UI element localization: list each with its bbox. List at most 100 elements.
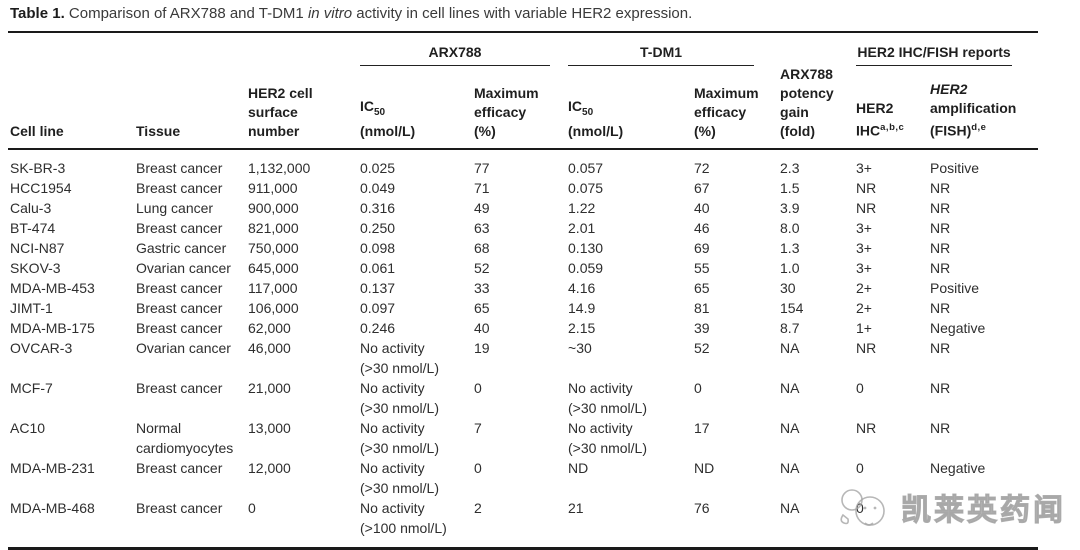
cell-her2-number: 1,132,000 (248, 160, 311, 176)
table-caption: Table 1. Comparison of ARX788 and T-DM1 … (10, 4, 1010, 24)
table-row: MDA-MB-231 Breast cancer 12,000 No activity… (8, 458, 1038, 498)
cell-arx788-max-efficacy: 49 (474, 200, 490, 216)
cell-her2-fish: Positive (930, 160, 980, 176)
cell-tissue: Breast cancer (136, 220, 223, 236)
cell-cell-line: MDA-MB-231 (10, 460, 95, 476)
table-header: Cell line Tissue HER2 cell surface numbe… (8, 32, 1039, 149)
column-header-tdm1-max-efficacy: Maximum efficacy (%) (694, 85, 759, 139)
cell-cell-line: MCF-7 (10, 380, 53, 396)
cell-arx788-ic50: 0.025 (360, 160, 396, 176)
cell-her2-ihc: 2+ (856, 280, 872, 296)
cell-arx788-max-efficacy: 71 (474, 180, 490, 196)
cell-tdm1-max-efficacy: 65 (694, 280, 710, 296)
cell-cell-line: OVCAR-3 (10, 340, 73, 356)
cell-her2-ihc: 0 (856, 460, 864, 476)
cell-tissue: Normal cardiomyocytes (136, 420, 234, 456)
cell-her2-ihc: 3+ (856, 220, 872, 236)
cell-potency-gain: NA (780, 380, 800, 396)
cell-potency-gain: 1.0 (780, 260, 800, 276)
cell-arx788-ic50: No activity (>30 nmol/L) (360, 380, 439, 416)
cell-arx788-ic50: No activity (>30 nmol/L) (360, 340, 439, 376)
cell-her2-fish: NR (930, 220, 951, 236)
cell-tdm1-ic50: 14.9 (568, 300, 596, 316)
cell-her2-number: 821,000 (248, 220, 299, 236)
cell-tdm1-ic50: 0.059 (568, 260, 604, 276)
cell-arx788-ic50: 0.137 (360, 280, 396, 296)
cell-her2-ihc: 0 (856, 380, 864, 396)
cell-arx788-ic50: 0.316 (360, 200, 396, 216)
table-row: MDA-MB-175 Breast cancer 62,000 0.246 40 2.15… (8, 318, 1038, 338)
cell-arx788-max-efficacy: 33 (474, 280, 490, 296)
cell-arx788-ic50: No activity (>30 nmol/L) (360, 420, 439, 456)
comparison-table: Cell line Tissue HER2 cell surface numbe… (8, 31, 1039, 550)
cell-potency-gain: NA (780, 340, 800, 356)
table-row: SK-BR-3 Breast cancer 1,132,000 0.025 77 0.05… (8, 149, 1038, 178)
cell-tdm1-max-efficacy: 0 (694, 380, 702, 396)
cell-arx788-ic50: 0.061 (360, 260, 396, 276)
cell-cell-line: MDA-MB-453 (10, 280, 95, 296)
cell-tdm1-max-efficacy: 81 (694, 300, 710, 316)
table-row: JIMT-1 Breast cancer 106,000 0.097 65 14.9 81 1… (8, 298, 1038, 318)
table-row: MCF-7 Breast cancer 21,000 No activity (>30… (8, 378, 1038, 418)
cell-arx788-max-efficacy: 68 (474, 240, 490, 256)
cell-her2-number: 645,000 (248, 260, 299, 276)
cell-her2-fish: NR (930, 200, 951, 216)
cell-tissue: Breast cancer (136, 280, 223, 296)
cell-potency-gain: 1.5 (780, 180, 800, 196)
cell-her2-number: 13,000 (248, 420, 291, 436)
cell-her2-fish: NR (930, 300, 951, 316)
cell-arx788-max-efficacy: 19 (474, 340, 490, 356)
cell-tdm1-ic50: ND (568, 460, 589, 476)
table-row: MDA-MB-453 Breast cancer 117,000 0.137 33 4.1… (8, 278, 1038, 298)
cell-her2-ihc: NR (856, 340, 877, 356)
cell-arx788-ic50: No activity (>30 nmol/L) (360, 460, 439, 496)
column-header-cell-line: Cell line (10, 123, 64, 139)
cell-her2-ihc: NR (856, 420, 877, 436)
cell-tdm1-max-efficacy: ND (694, 460, 715, 476)
cell-her2-fish: Negative (930, 460, 986, 476)
column-header-her2-ihc: HER2 IHCa,b,c (856, 100, 905, 139)
column-header-her2-fish: HER2 amplification (FISH)d,e (930, 81, 1017, 139)
cell-arx788-max-efficacy: 7 (474, 420, 482, 436)
cell-tdm1-max-efficacy: 17 (694, 420, 710, 436)
group-header-tdm1: T-DM1 (566, 32, 778, 73)
cell-tdm1-ic50: 21 (568, 500, 584, 516)
cell-tissue: Breast cancer (136, 380, 223, 396)
cell-potency-gain: 3.9 (780, 200, 800, 216)
cell-arx788-max-efficacy: 63 (474, 220, 490, 236)
cell-cell-line: SKOV-3 (10, 260, 61, 276)
table-row: AC10 Normal cardiomyocytes 13,000 No activi… (8, 418, 1038, 458)
cell-tissue: Ovarian cancer (136, 260, 231, 276)
table-row: BT-474 Breast cancer 821,000 0.250 63 2.01 46 8… (8, 218, 1038, 238)
cell-her2-number: 21,000 (248, 380, 291, 396)
cell-tdm1-max-efficacy: 52 (694, 340, 710, 356)
caption-text-pre: Comparison of ARX788 and T-DM1 (64, 5, 308, 22)
table-row: SKOV-3 Ovarian cancer 645,000 0.061 52 0.059 5… (8, 258, 1038, 278)
cell-potency-gain: 8.0 (780, 220, 800, 236)
cell-her2-number: 911,000 (248, 180, 298, 196)
cell-cell-line: SK-BR-3 (10, 160, 66, 176)
cell-her2-ihc: 3+ (856, 160, 872, 176)
column-header-her2-surface-number: HER2 cell surface number (248, 85, 313, 139)
cell-tissue: Breast cancer (136, 300, 223, 316)
cell-potency-gain: 2.3 (780, 160, 800, 176)
cell-potency-gain: NA (780, 420, 800, 436)
cell-tdm1-ic50: 0.075 (568, 180, 604, 196)
cell-her2-ihc: 3+ (856, 240, 872, 256)
cell-cell-line: NCI-N87 (10, 240, 65, 256)
cell-her2-number: 46,000 (248, 340, 291, 356)
cell-potency-gain: NA (780, 460, 800, 476)
cell-potency-gain: NA (780, 500, 800, 516)
cell-her2-ihc: 3+ (856, 260, 872, 276)
cell-her2-ihc: NR (856, 200, 877, 216)
caption-text-post: activity in cell lines with variable HER… (352, 5, 693, 22)
cell-her2-fish: NR (930, 340, 951, 356)
cell-arx788-ic50: 0.250 (360, 220, 396, 236)
group-header-tdm1-label: T-DM1 (640, 44, 683, 60)
cell-arx788-max-efficacy: 65 (474, 300, 490, 316)
cell-tissue: Gastric cancer (136, 240, 227, 256)
cell-potency-gain: 1.3 (780, 240, 800, 256)
cell-potency-gain: 8.7 (780, 320, 800, 336)
cell-potency-gain: 154 (780, 300, 804, 316)
cell-tdm1-max-efficacy: 40 (694, 200, 710, 216)
